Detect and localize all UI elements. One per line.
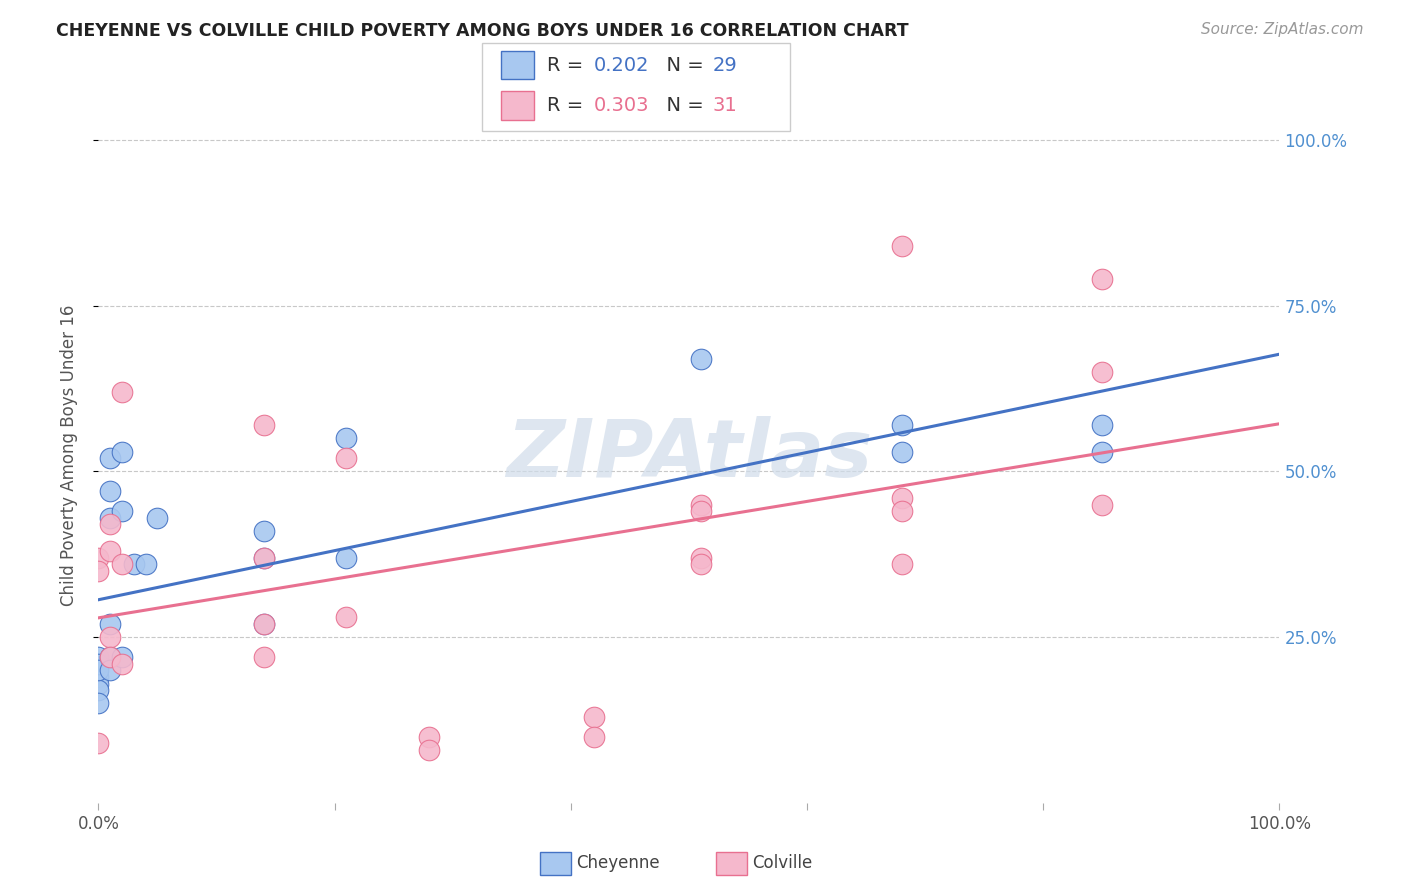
Point [253,418,276,433]
Point [122,558,145,572]
Text: Source: ZipAtlas.com: Source: ZipAtlas.com [1201,22,1364,37]
Point [689,558,711,572]
Point [335,451,357,466]
Point [1091,444,1114,458]
Point [418,743,440,757]
Point [87,697,110,711]
Point [98,650,121,665]
Point [890,239,912,253]
Point [1091,272,1114,286]
Text: N =: N = [654,95,710,115]
Text: 31: 31 [713,95,738,115]
Point [253,550,276,565]
Point [890,504,912,518]
Point [253,650,276,665]
Point [111,650,134,665]
Text: 0.303: 0.303 [593,95,648,115]
Point [87,650,110,665]
Point [87,663,110,677]
Text: N =: N = [654,55,710,75]
Point [335,610,357,624]
Point [111,504,134,518]
Point [253,524,276,538]
Text: R =: R = [547,55,589,75]
Point [689,498,711,512]
Point [335,550,357,565]
Text: ZIPAtlas: ZIPAtlas [506,416,872,494]
Point [890,558,912,572]
Point [87,670,110,684]
Point [98,484,121,499]
Point [583,709,606,723]
Point [1091,365,1114,379]
Point [146,511,169,525]
Point [111,558,134,572]
Point [253,616,276,631]
Point [111,444,134,458]
Point [583,730,606,744]
Point [98,650,121,665]
Point [1091,498,1114,512]
Point [890,418,912,433]
Text: Cheyenne: Cheyenne [576,855,659,872]
Point [87,736,110,750]
Text: R =: R = [547,95,589,115]
Point [98,544,121,558]
Point [253,550,276,565]
Text: Colville: Colville [752,855,813,872]
Text: CHEYENNE VS COLVILLE CHILD POVERTY AMONG BOYS UNDER 16 CORRELATION CHART: CHEYENNE VS COLVILLE CHILD POVERTY AMONG… [56,22,908,40]
Point [87,683,110,698]
Text: 0.202: 0.202 [593,55,648,75]
Point [98,630,121,644]
Point [890,444,912,458]
Point [335,431,357,445]
Point [1091,418,1114,433]
Point [253,616,276,631]
Point [689,550,711,565]
Point [98,616,121,631]
Y-axis label: Child Poverty Among Boys Under 16: Child Poverty Among Boys Under 16 [59,304,77,606]
Point [689,351,711,366]
Point [98,517,121,532]
Point [98,511,121,525]
Point [98,663,121,677]
Point [111,384,134,399]
Point [890,491,912,505]
Point [418,730,440,744]
Point [689,504,711,518]
Text: 29: 29 [713,55,738,75]
Point [135,558,157,572]
Point [87,564,110,578]
Point [98,451,121,466]
Point [111,657,134,671]
Point [87,550,110,565]
Point [87,657,110,671]
Point [87,676,110,690]
